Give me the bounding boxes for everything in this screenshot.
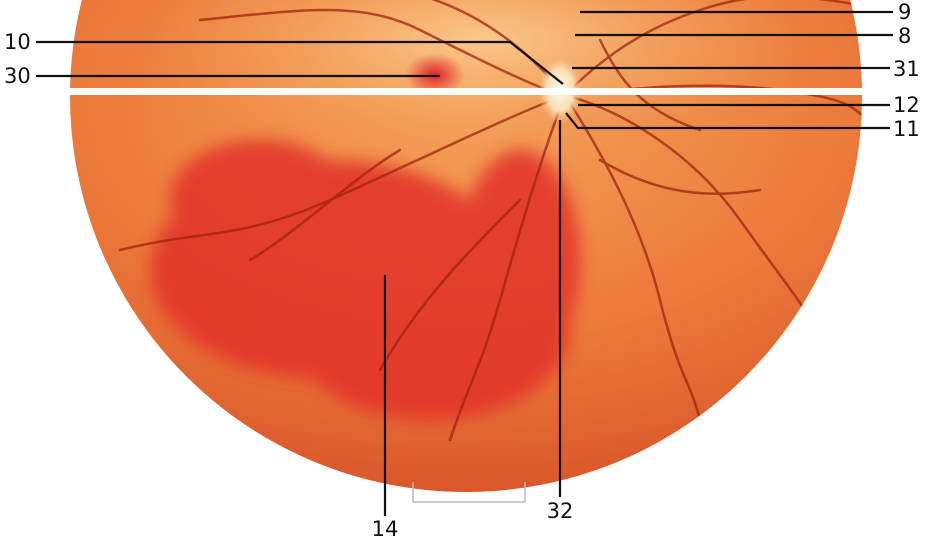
bracket <box>412 482 526 503</box>
fundus <box>70 0 862 492</box>
label: 10 <box>4 30 31 54</box>
label: 8 <box>898 24 911 48</box>
label: 11 <box>893 117 920 141</box>
leader-line <box>36 40 564 85</box>
leader-lines <box>36 10 893 516</box>
leader-line <box>565 112 890 130</box>
label: 30 <box>4 64 31 88</box>
scan-line <box>70 88 862 95</box>
label: 14 <box>372 517 399 540</box>
label: 31 <box>893 57 920 81</box>
label: 9 <box>898 0 911 24</box>
label: 32 <box>547 499 574 523</box>
label: 12 <box>893 93 920 117</box>
hemorrhage <box>150 140 580 420</box>
